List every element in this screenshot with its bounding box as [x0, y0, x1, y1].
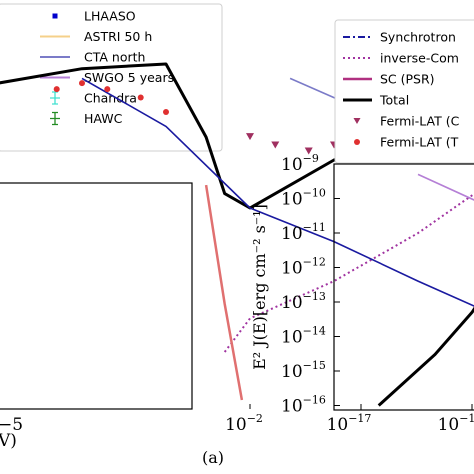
left-legend-label: CTA north	[84, 50, 145, 65]
right-legend-label: Synchrotron	[380, 30, 456, 45]
right-legend-entry-5: Fermi-LAT (T	[354, 135, 459, 150]
left-marker-point-1	[79, 80, 85, 87]
left-series-swgo-5-years	[417, 173, 474, 201]
right-legend-label: Fermi-LAT (C	[380, 114, 460, 129]
left-series-sc-psr-	[204, 184, 244, 401]
right-legend-entry-3: Total	[343, 93, 409, 108]
right-ytick-label-6: 10−15	[281, 359, 326, 382]
left-marker-upper-limit-0	[246, 133, 254, 141]
right-legend-swatch	[354, 139, 360, 145]
left-series-inverse-compton	[223, 192, 474, 353]
right-legend: Synchrotron inverse-Com SC (PSR) Total Fermi…	[343, 30, 460, 150]
right-ytick-label-0: 10−9	[281, 152, 319, 175]
right-legend-swatch	[353, 118, 361, 124]
right-xtick-label-0: 10−17	[327, 412, 372, 435]
right-y-axis-label: E² J(E)[erg cm⁻² s⁻¹]	[250, 204, 269, 370]
left-marker-upper-limit-1	[271, 141, 280, 149]
left-legend-entry-2: CTA north	[40, 50, 145, 65]
left-legend-label: HAWC	[84, 111, 123, 126]
left-xtick-label-0: −5	[0, 415, 23, 435]
left-legend-entry-0: LHAASO	[52, 9, 136, 24]
right-xtick-label-1: 10−14	[438, 412, 474, 435]
left-marker-point-3	[137, 94, 144, 101]
left-legend-entry-5: HAWC	[50, 111, 123, 126]
right-plot-area	[333, 163, 474, 411]
right-legend-box	[334, 19, 474, 164]
left-legend: LHAASO ASTRI 50 h CTA north SWGO 5 years Cha…	[40, 9, 174, 126]
right-y-ticks: 10−9 10−10 10−11 10−12 10−13 10−14 10−15 10−16	[281, 152, 340, 417]
left-marker-point-2	[104, 86, 111, 93]
left-marker-upper-limit-2	[304, 147, 313, 155]
left-legend-entry-3: SWGO 5 years	[40, 70, 174, 85]
left-x-ticks: −510−2101	[0, 404, 263, 435]
figure-caption: (a)	[202, 448, 224, 467]
left-marker-point-0	[53, 86, 60, 93]
left-legend-swatch	[52, 13, 58, 19]
left-plot-area	[0, 182, 193, 410]
right-ytick-label-7: 10−16	[281, 394, 326, 417]
right-ytick-label-1: 10−10	[281, 187, 326, 210]
right-legend-entry-0: Synchrotron	[343, 30, 456, 45]
left-legend-entry-1: ASTRI 50 h	[40, 29, 152, 44]
right-legend-label: Total	[379, 93, 409, 108]
right-ytick-label-5: 10−14	[281, 325, 326, 348]
right-curves	[377, 306, 474, 407]
left-legend-swatch	[50, 91, 60, 105]
right-series-total	[377, 306, 474, 407]
left-legend-label: Chandra	[84, 91, 137, 106]
left-xlabel-fragment: V)	[0, 431, 17, 451]
right-ytick-label-2: 10−11	[281, 221, 326, 244]
right-legend-label: Fermi-LAT (T	[380, 135, 459, 150]
right-legend-entry-2: SC (PSR)	[343, 72, 435, 87]
left-legend-swatch	[50, 111, 60, 126]
right-ytick-label-3: 10−12	[281, 256, 326, 279]
left-xtick-label-1: 10−2	[225, 412, 263, 435]
left-chart-panel: LHAASO ASTRI 50 h CTA north SWGO 5 years Cha…	[0, 3, 474, 451]
right-ytick-label-4: 10−13	[281, 290, 326, 313]
left-legend-label: SWGO 5 years	[84, 70, 174, 85]
left-legend-label: ASTRI 50 h	[84, 29, 152, 44]
left-legend-label: LHAASO	[84, 9, 136, 24]
right-chart-panel: Synchrotron inverse-Com SC (PSR) Total Fermi…	[250, 19, 474, 435]
right-legend-entry-1: inverse-Com	[343, 51, 459, 66]
left-marker-point-4	[163, 109, 169, 115]
right-legend-entry-4: Fermi-LAT (C	[353, 114, 460, 129]
right-legend-label: inverse-Com	[380, 51, 459, 66]
right-legend-label: SC (PSR)	[380, 72, 435, 87]
